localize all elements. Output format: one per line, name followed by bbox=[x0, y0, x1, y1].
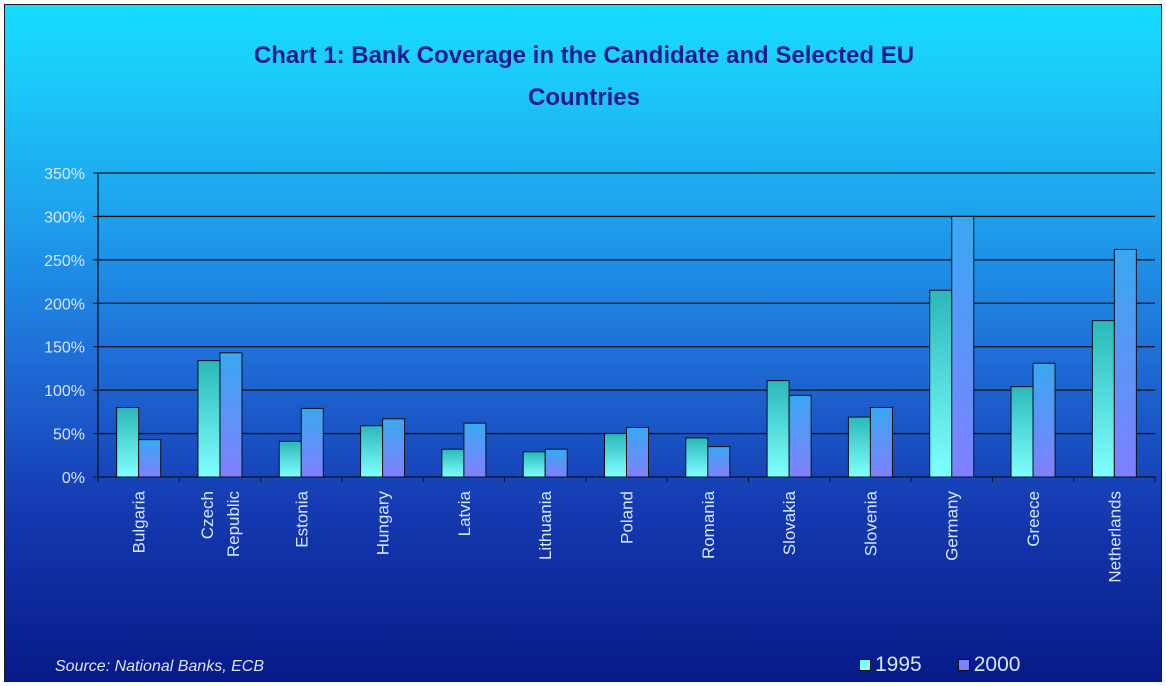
gridlines bbox=[97, 172, 1155, 478]
bar-1995-germany bbox=[929, 289, 953, 478]
x-tick-label: Republic bbox=[224, 491, 243, 558]
bar-1995-poland bbox=[604, 433, 627, 478]
y-tick-label: 300% bbox=[44, 209, 85, 226]
bar-2000-germany bbox=[951, 215, 975, 478]
y-tick-label: 50% bbox=[53, 427, 85, 444]
legend-swatch-2000 bbox=[957, 659, 970, 671]
bar-1995-latvia bbox=[441, 448, 465, 478]
bar-1995-lithuania bbox=[522, 451, 546, 478]
x-axis-ticks: Bulgaria Czech Republic Estonia Hungary Latvi… bbox=[97, 477, 1156, 583]
chart-title-line-2: Countries bbox=[527, 84, 640, 111]
x-tick-label: Netherlands bbox=[1105, 491, 1124, 583]
legend-swatch-1995 bbox=[859, 659, 871, 671]
legend-item-2000: 2000 bbox=[957, 653, 1021, 677]
chart-title-line-1: Chart 1: Bank Coverage in the Candidate … bbox=[253, 42, 915, 69]
y-tick-label: 0% bbox=[62, 470, 85, 487]
x-tick-label: Czech bbox=[198, 491, 217, 539]
x-tick-label: Slovakia bbox=[780, 490, 799, 555]
bar-1995-bulgaria bbox=[116, 407, 140, 478]
bar-2000-greece bbox=[1032, 362, 1056, 478]
bar-1995-czech-republic bbox=[197, 360, 221, 478]
chart-title: Chart 1: Bank Coverage in the Candidate … bbox=[5, 35, 1161, 119]
bar-2000-bulgaria bbox=[138, 439, 162, 478]
legend-label-1995: 1995 bbox=[875, 653, 922, 676]
bar-2000-estonia bbox=[300, 407, 324, 478]
bar-1995-estonia bbox=[278, 440, 302, 478]
y-tick-label: 150% bbox=[44, 340, 85, 357]
x-tick-label: Bulgaria bbox=[130, 490, 149, 553]
legend-label-2000: 2000 bbox=[973, 653, 1021, 676]
bar-2000-lithuania bbox=[544, 448, 568, 478]
y-tick-label: 100% bbox=[44, 383, 85, 400]
bar-1995-slovenia bbox=[847, 416, 871, 478]
x-tick-label: Lithuania bbox=[536, 490, 555, 560]
bar-1995-romania bbox=[685, 437, 709, 478]
bar-1995-hungary bbox=[360, 425, 384, 478]
x-tick-label: Latvia bbox=[455, 490, 474, 536]
legend: 1995 2000 bbox=[859, 653, 1020, 677]
bar-2000-slovakia bbox=[788, 394, 812, 478]
bar-1995-greece bbox=[1010, 386, 1034, 478]
x-tick-label: Poland bbox=[618, 491, 637, 544]
x-tick-label: Hungary bbox=[374, 491, 393, 556]
chart-frame: Chart 1: Bank Coverage in the Candidate … bbox=[4, 4, 1162, 682]
x-tick-label: Greece bbox=[1024, 491, 1043, 547]
bar-2000-hungary bbox=[382, 418, 406, 478]
bars bbox=[116, 215, 1137, 478]
y-tick-label: 200% bbox=[44, 296, 85, 313]
bar-2000-latvia bbox=[463, 422, 487, 478]
bar-1995-slovakia bbox=[766, 380, 790, 478]
x-tick-label: Estonia bbox=[292, 490, 311, 547]
y-tick-label: 350% bbox=[44, 166, 85, 183]
bar-2000-czech-republic bbox=[219, 352, 243, 478]
x-tick-label: Slovenia bbox=[861, 490, 880, 556]
y-tick-label: 250% bbox=[44, 253, 85, 270]
bar-1995-netherlands bbox=[1091, 320, 1115, 478]
source-note: Source: National Banks, ECB bbox=[55, 658, 264, 675]
y-axis-ticks: 0% 50% 100% 150% 200% 250% 300% 350% bbox=[44, 166, 98, 487]
x-tick-label: Romania bbox=[699, 490, 718, 559]
bar-2000-slovenia bbox=[869, 407, 893, 478]
bar-2000-poland bbox=[626, 426, 649, 478]
plot-area: 0% 50% 100% 150% 200% 250% 300% 350% Bulgaria Cz… bbox=[44, 166, 1156, 583]
x-tick-label: Germany bbox=[943, 491, 962, 561]
bar-2000-romania bbox=[707, 446, 731, 478]
legend-item-1995: 1995 bbox=[859, 653, 922, 677]
bar-2000-netherlands bbox=[1113, 248, 1137, 478]
